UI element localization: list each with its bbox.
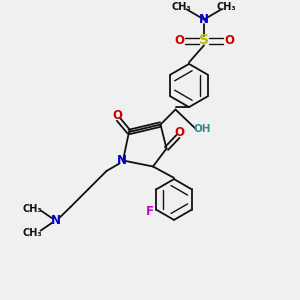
Text: O: O	[174, 126, 184, 140]
Text: N: N	[50, 214, 61, 227]
Text: OH: OH	[194, 124, 211, 134]
Text: F: F	[146, 205, 154, 218]
Text: CH₃: CH₃	[22, 203, 42, 214]
Text: S: S	[199, 34, 209, 47]
Text: O: O	[224, 34, 234, 47]
Text: N: N	[199, 13, 209, 26]
Text: O: O	[112, 109, 122, 122]
Text: CH₃: CH₃	[217, 2, 236, 13]
Text: CH₃: CH₃	[22, 227, 42, 238]
Text: N: N	[116, 154, 127, 167]
Text: CH₃: CH₃	[172, 2, 191, 13]
Text: O: O	[174, 34, 184, 47]
